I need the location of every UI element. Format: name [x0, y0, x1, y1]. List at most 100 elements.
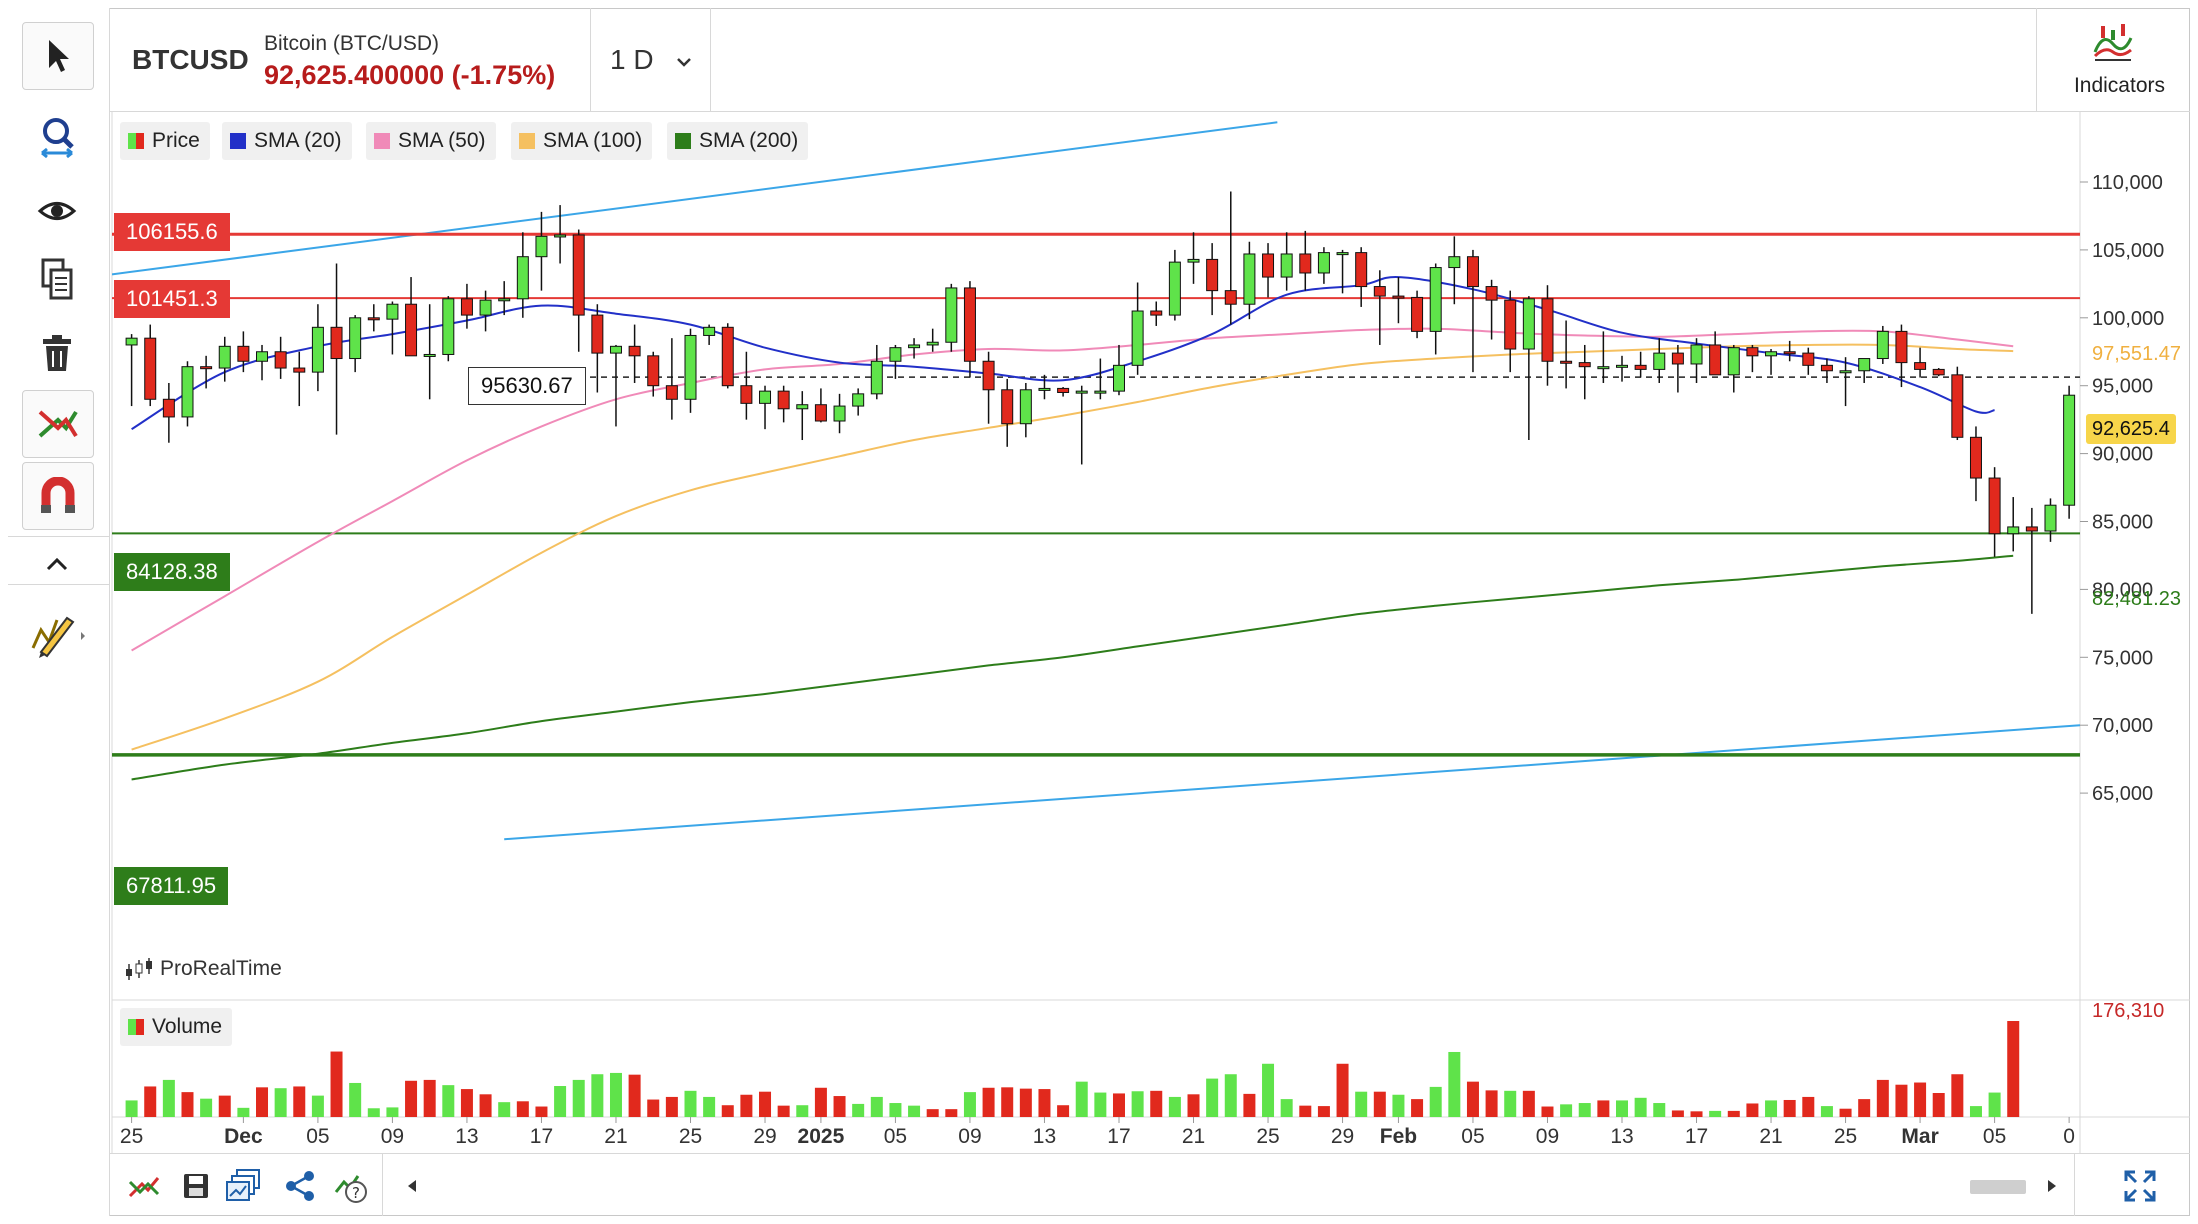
candle-body	[1914, 362, 1927, 370]
candle-body	[1448, 256, 1461, 269]
candle	[516, 232, 529, 318]
layouts-stack-icon	[226, 1169, 260, 1201]
indicators-button[interactable]: Indicators	[2037, 8, 2189, 111]
x-tick-label: 05	[1983, 1125, 2006, 1148]
candle-body	[1616, 364, 1628, 368]
volume-bar	[963, 1092, 976, 1117]
volume-bar	[1243, 1093, 1256, 1117]
delete-tool-button[interactable]	[22, 320, 92, 386]
candle-body	[1876, 330, 1889, 360]
volume-bar	[945, 1109, 958, 1117]
x-tick-label: 17	[530, 1125, 553, 1148]
candle	[1522, 296, 1535, 441]
candle-body	[1019, 389, 1032, 425]
layouts-button[interactable]	[224, 1166, 264, 1206]
scroll-right-button[interactable]	[2032, 1166, 2072, 1206]
candle-body	[1932, 368, 1945, 376]
cursor-arrow-icon	[49, 40, 69, 72]
legend-sma50[interactable]: SMA (50)	[366, 122, 496, 160]
candle-body	[1653, 352, 1666, 370]
caret-left-icon	[408, 1180, 416, 1192]
volume-bar	[1187, 1094, 1200, 1117]
candle-body	[237, 345, 250, 362]
fullscreen-button[interactable]	[2120, 1166, 2160, 1206]
help-question-icon: ?	[334, 1175, 367, 1203]
support-level-2-tag[interactable]: 67811.95	[114, 867, 229, 905]
instrument-name: Bitcoin (BTC/USD)	[264, 32, 440, 55]
candle	[330, 263, 343, 435]
candle-body	[1411, 296, 1424, 332]
share-button[interactable]	[280, 1166, 320, 1206]
candle-body	[1597, 366, 1610, 370]
drawing-tools-button[interactable]	[22, 600, 92, 666]
candle-body	[1951, 374, 1964, 438]
interval-selector[interactable]: 1 D	[592, 8, 696, 112]
x-tick-label: 17	[1107, 1125, 1130, 1148]
resistance-level-2-tag[interactable]: 101451.3	[114, 280, 230, 318]
x-tick-label: Dec	[224, 1125, 263, 1148]
collapse-toolbar-button[interactable]	[22, 544, 92, 584]
candle-body	[256, 351, 269, 362]
bottom-toolbar: ?	[110, 1153, 2190, 1216]
candle	[1634, 351, 1647, 378]
candle	[1411, 290, 1424, 339]
legend-volume[interactable]: Volume	[120, 1008, 233, 1046]
candle	[1709, 331, 1722, 376]
legend-sma20[interactable]: SMA (20)	[222, 122, 352, 160]
pencil-drawing-icon	[31, 616, 85, 658]
candle-body	[1150, 310, 1163, 316]
candle-body	[1709, 344, 1722, 376]
indicators-label: Indicators	[2073, 74, 2165, 97]
volume-bar	[554, 1086, 567, 1117]
candle	[1057, 387, 1070, 397]
volume-bar	[926, 1109, 939, 1117]
horizontal-scroll-track[interactable]	[440, 1176, 2140, 1196]
volume-bar	[1429, 1086, 1442, 1117]
y-tick-label: 105,000	[2092, 240, 2164, 262]
pointer-tool-button[interactable]	[22, 22, 94, 90]
x-tick-label: 25	[1256, 1125, 1279, 1148]
horizontal-scroll-thumb[interactable]	[1970, 1180, 2026, 1194]
sma100-line	[131, 343, 2014, 751]
candle-body	[405, 303, 418, 357]
volume-bar	[162, 1079, 175, 1117]
swap-chart-button[interactable]	[124, 1166, 164, 1206]
volume-bar	[479, 1094, 492, 1117]
help-button[interactable]: ?	[330, 1166, 370, 1206]
resistance-level-1-tag[interactable]: 106155.6	[114, 213, 230, 251]
candle-body	[1634, 364, 1647, 370]
volume-bar	[144, 1086, 157, 1117]
save-button[interactable]	[176, 1166, 216, 1206]
volume-bar	[1709, 1110, 1722, 1117]
symbol-ticker[interactable]: BTCUSD	[132, 44, 249, 75]
volume-bar	[1168, 1096, 1181, 1117]
candle	[1429, 263, 1442, 355]
floppy-disk-icon	[184, 1174, 208, 1198]
trend-tool-button[interactable]	[22, 390, 94, 458]
zoom-tool-button[interactable]	[22, 104, 92, 170]
candle-body	[554, 234, 567, 238]
candle	[591, 304, 604, 393]
legend-price[interactable]: Price	[120, 122, 210, 160]
legend-sma200[interactable]: SMA (200)	[667, 122, 809, 160]
support-level-1-tag[interactable]: 84128.38	[114, 553, 230, 591]
legend-sma100[interactable]: SMA (100)	[511, 122, 653, 160]
candle	[1746, 344, 1759, 373]
copy-tool-button[interactable]	[22, 246, 92, 312]
candle	[1560, 320, 1573, 389]
volume-bar	[833, 1096, 846, 1117]
volume-bar	[1932, 1093, 1945, 1117]
candle-body	[423, 353, 436, 357]
volume-bar	[423, 1079, 436, 1117]
candle	[1355, 247, 1368, 307]
volume-bar	[1522, 1090, 1535, 1117]
x-tick-label: 09	[1536, 1125, 1559, 1148]
volume-bar	[1765, 1100, 1778, 1117]
volume-bar	[1560, 1104, 1573, 1117]
scroll-left-button[interactable]	[392, 1166, 432, 1206]
magnet-tool-button[interactable]	[22, 462, 94, 530]
volume-bar	[367, 1108, 380, 1117]
candle	[460, 283, 473, 329]
visibility-tool-button[interactable]	[22, 178, 92, 244]
